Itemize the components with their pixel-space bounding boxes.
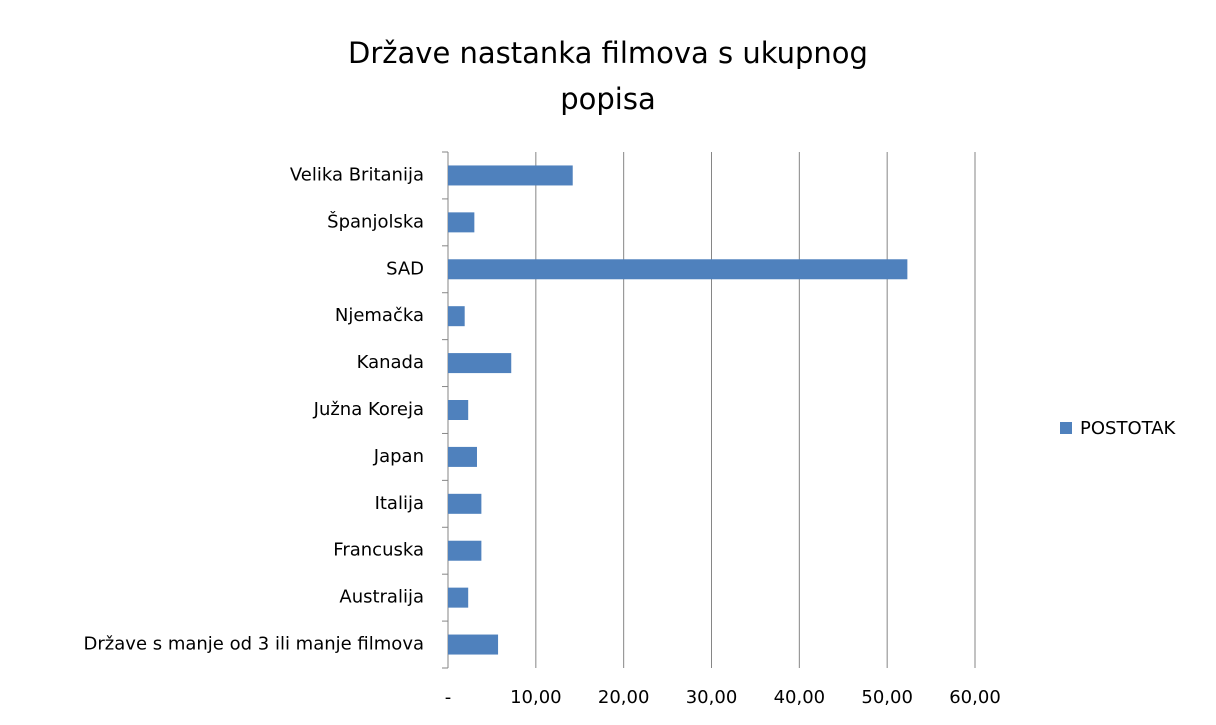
legend-label: POSTOTAK xyxy=(1080,418,1177,439)
x-tick-label: - xyxy=(445,687,452,708)
x-tick-label: 40,00 xyxy=(774,687,826,708)
bar xyxy=(448,587,469,608)
x-tick-label: 20,00 xyxy=(598,687,650,708)
y-tick-label: Francuska xyxy=(333,540,424,561)
y-tick-label: Države s manje od 3 ili manje filmova xyxy=(84,634,424,655)
y-tick-label: Južna Koreja xyxy=(313,399,424,420)
x-tick-label: 30,00 xyxy=(686,687,738,708)
bar xyxy=(448,353,512,374)
y-tick-label: Japan xyxy=(373,446,424,467)
y-tick-label: Španjolska xyxy=(327,210,424,232)
bar xyxy=(448,446,477,467)
bar xyxy=(448,634,499,655)
y-tick-label: Australija xyxy=(339,587,424,608)
bar xyxy=(448,306,465,327)
bar xyxy=(448,259,908,280)
x-tick-label: 60,00 xyxy=(949,687,1001,708)
chart-title: Države nastanka filmova s ukupnog popisa xyxy=(348,36,868,116)
x-tick-label: 50,00 xyxy=(861,687,913,708)
y-tick-label: Italija xyxy=(375,493,424,514)
legend-swatch xyxy=(1060,422,1072,434)
bar xyxy=(448,165,573,186)
y-tick-label: SAD xyxy=(386,258,424,279)
bar xyxy=(448,540,482,561)
y-tick-label: Kanada xyxy=(357,352,424,373)
y-tick-label: Velika Britanija xyxy=(290,164,424,185)
y-tick-label: Njemačka xyxy=(335,305,424,326)
x-tick-label: 10,00 xyxy=(510,687,562,708)
bar xyxy=(448,400,469,420)
bar xyxy=(448,493,482,514)
bar xyxy=(448,212,475,233)
